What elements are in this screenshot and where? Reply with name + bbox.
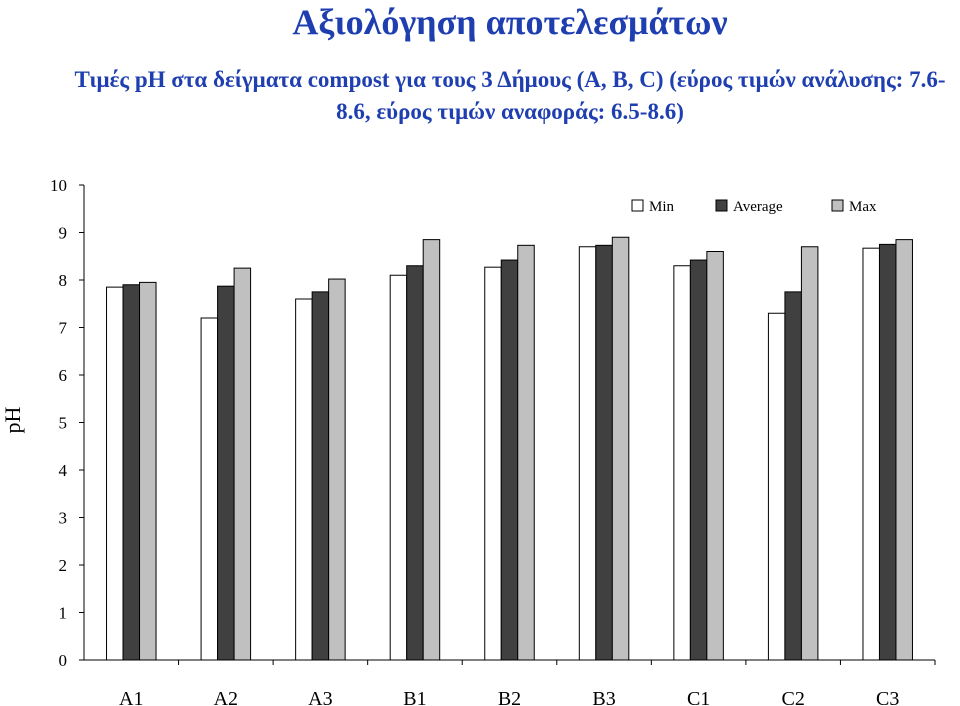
x-tick-label: C2	[781, 688, 804, 706]
legend-swatch-average	[715, 199, 728, 212]
y-tick-label: 10	[50, 176, 67, 195]
chart-subtitle: Τιμές pH στα δείγματα compost για τους 3…	[74, 67, 946, 124]
bar-min-c2	[767, 312, 786, 661]
bar-max-b2	[517, 244, 535, 661]
bar-min-a3	[295, 298, 313, 661]
legend-label-average: Average	[733, 199, 783, 215]
x-axis-labels: A1 A2 A3 B1 B2 B3 C1 C2 C3	[119, 660, 936, 706]
bar-average-b2	[500, 259, 519, 661]
x-tick-label: B1	[403, 688, 426, 706]
bar-average-c3	[878, 243, 897, 661]
bar-average-a3	[311, 291, 330, 661]
legend-label-max: Max	[849, 199, 877, 215]
x-tick-label: B3	[592, 688, 615, 706]
bar-average-c1	[689, 259, 708, 661]
page-title: Αξιολόγηση αποτελεσμάτων	[292, 2, 728, 42]
y-tick-label: 0	[59, 651, 68, 670]
bar-min-b2	[484, 266, 502, 661]
bar-min-c3	[862, 247, 880, 661]
bar-min-b1	[389, 274, 408, 661]
bar-max-a1	[139, 281, 157, 661]
legend-swatch-max	[831, 199, 844, 212]
y-tick-label: 9	[59, 224, 68, 243]
y-tick-label: 1	[59, 604, 68, 623]
bar-average-a2	[217, 285, 235, 661]
y-tick-label: 8	[59, 271, 68, 290]
bar-max-b1	[422, 239, 441, 661]
bar-min-c1	[673, 265, 691, 661]
legend: Min Average Max	[631, 199, 877, 215]
y-axis-label: pH	[0, 406, 25, 433]
bar-average-b1	[406, 265, 424, 661]
bar-min-a2	[200, 317, 219, 661]
y-tick-label: 6	[59, 366, 68, 385]
x-tick-label: A3	[308, 688, 332, 706]
bar-min-b3	[578, 246, 597, 661]
x-tick-label: A1	[119, 688, 143, 706]
bar-min-a1	[106, 286, 124, 661]
bars	[106, 236, 913, 661]
bar-average-b3	[595, 244, 613, 661]
legend-swatch-min	[631, 199, 644, 212]
y-tick-label: 3	[59, 509, 68, 528]
bar-max-c3	[895, 239, 913, 661]
bar-max-a2	[233, 267, 252, 661]
bar-max-a3	[328, 278, 346, 661]
y-tick-label: 4	[59, 461, 68, 480]
bar-max-c1	[706, 251, 724, 661]
bar-max-c2	[800, 246, 819, 661]
x-tick-label: C3	[876, 688, 899, 706]
x-tick-label: C1	[687, 688, 710, 706]
legend-label-min: Min	[649, 199, 675, 215]
x-tick-label: B2	[498, 688, 521, 706]
bar-max-b3	[611, 236, 630, 661]
bar-average-c2	[784, 291, 802, 661]
bar-average-a1	[122, 284, 141, 661]
y-tick-label: 2	[59, 556, 68, 575]
y-tick-label: 7	[59, 319, 68, 338]
y-tick-label: 5	[59, 414, 68, 433]
y-axis-ticks: 0 1 2 3 4 5 6 7 8 9 10	[50, 176, 84, 670]
x-tick-label: A2	[214, 688, 238, 706]
